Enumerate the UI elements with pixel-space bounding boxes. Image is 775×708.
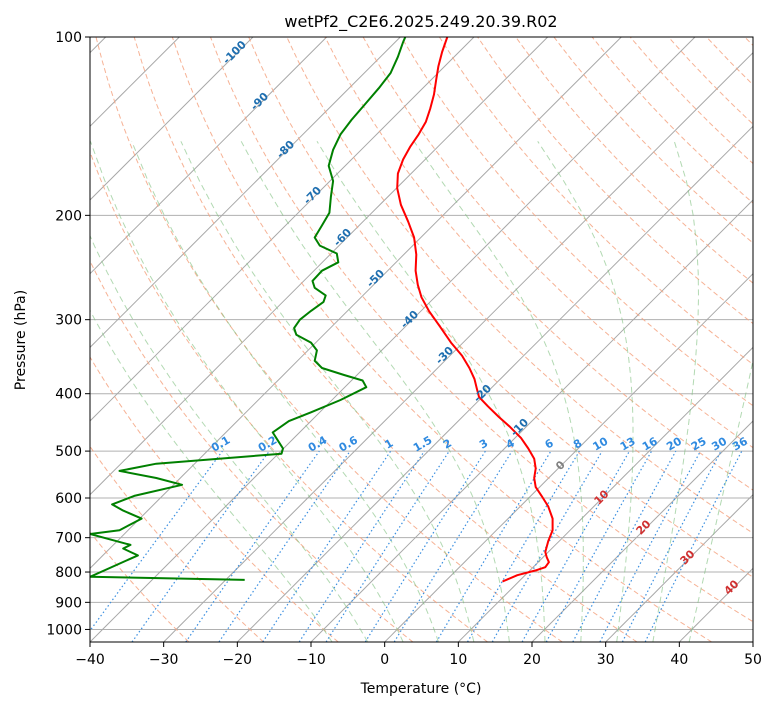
plot-area	[90, 37, 753, 642]
dry-adiabat-line	[133, 37, 638, 642]
dry-adiabat-line	[90, 445, 264, 642]
mixing-ratio-line	[393, 450, 513, 642]
isotherm-line	[531, 420, 753, 642]
dry-adiabat-line	[515, 37, 753, 284]
mixing-ratio-line	[90, 450, 223, 632]
plot-frame	[89, 36, 754, 643]
x-tick-label: 10	[449, 652, 467, 668]
x-tick-label: −10	[296, 652, 326, 668]
y-tick-label: 400	[55, 387, 82, 403]
isotherm-line	[90, 37, 401, 349]
y-tick-label: 600	[55, 491, 82, 507]
x-tick-label: 20	[523, 652, 541, 668]
sounding-series	[90, 37, 554, 583]
moist-adiabat-line	[652, 141, 700, 642]
y-tick-label: 900	[55, 595, 82, 611]
temperature-profile-line	[396, 37, 554, 583]
y-tick-label: 200	[55, 208, 82, 224]
y-tick-label: 700	[55, 531, 82, 547]
y-tick-label: 1000	[46, 622, 82, 638]
dry-adiabat-line	[210, 37, 753, 623]
isotherm-line	[678, 567, 753, 642]
dewpoint-profile-line	[90, 37, 407, 581]
mixing-ratio-line	[185, 450, 320, 642]
moist-adiabat-line	[537, 141, 634, 642]
y-tick-label: 800	[55, 565, 82, 581]
mixing-ratio-line	[325, 450, 450, 642]
x-axis-ticks: −40 −30 −20 −10 0 10 20 30 40 50	[75, 642, 762, 668]
y-tick-label: 500	[55, 444, 82, 460]
x-axis-label: Temperature (°C)	[360, 681, 482, 697]
dry-adiabat-line	[90, 259, 414, 642]
mixing-ratio-line	[298, 450, 425, 642]
dry-adiabat-line	[324, 37, 753, 491]
pressure-gridlines	[90, 37, 753, 630]
isotherm-line	[236, 125, 753, 642]
x-tick-label: 50	[744, 652, 762, 668]
dry-adiabat-line	[90, 531, 190, 642]
y-tick-label: 100	[55, 30, 82, 46]
mixing-ratio-lines	[90, 450, 743, 642]
isotherm-line	[90, 37, 475, 422]
x-tick-label: −30	[149, 652, 179, 668]
chart-title: wetPf2_C2E6.2025.249.20.39.R02	[284, 12, 557, 32]
isotherm-line	[384, 272, 753, 642]
isotherm-line	[310, 199, 753, 642]
moist-adiabat-line	[413, 141, 584, 642]
moist-adiabat-line	[316, 141, 546, 642]
moist-adiabat-line	[240, 141, 510, 642]
dry-adiabat-line	[90, 356, 339, 642]
dry-adiabat-line	[248, 37, 753, 578]
dry-adiabats	[90, 37, 753, 642]
mixing-ratio-line	[521, 450, 631, 642]
moist-adiabat-line	[180, 141, 475, 642]
y-axis-label: Pressure (hPa)	[13, 290, 29, 390]
x-tick-label: −40	[75, 652, 105, 668]
dry-adiabat-line	[400, 37, 753, 407]
moist-adiabat-line	[90, 141, 404, 642]
moist-adiabats	[90, 141, 753, 642]
mixing-ratio-line	[131, 450, 270, 642]
mixing-ratio-line	[218, 450, 351, 642]
mixing-ratio-line	[644, 450, 743, 642]
mixing-ratio-line	[572, 450, 677, 642]
mixing-ratio-line	[545, 450, 653, 642]
isotherm-line	[90, 37, 549, 496]
x-tick-label: 40	[670, 652, 688, 668]
mixing-ratio-line	[262, 450, 392, 642]
dry-adiabat-line	[95, 37, 563, 642]
x-tick-label: 30	[597, 652, 615, 668]
y-axis-ticks: 100 200 300 400 500 600 700 800 900 1000	[46, 30, 90, 638]
dry-adiabat-line	[90, 150, 488, 642]
moist-adiabat-line	[131, 141, 439, 642]
isotherm-line	[457, 346, 753, 642]
dry-adiabat-line	[438, 37, 753, 366]
moist-adiabat-line	[90, 309, 333, 642]
moist-adiabat-line	[688, 358, 753, 642]
dry-adiabat-line	[171, 37, 712, 642]
x-tick-label: −20	[223, 652, 253, 668]
x-tick-label: 0	[380, 652, 389, 668]
y-tick-label: 300	[55, 313, 82, 329]
isotherm-line	[163, 51, 753, 642]
